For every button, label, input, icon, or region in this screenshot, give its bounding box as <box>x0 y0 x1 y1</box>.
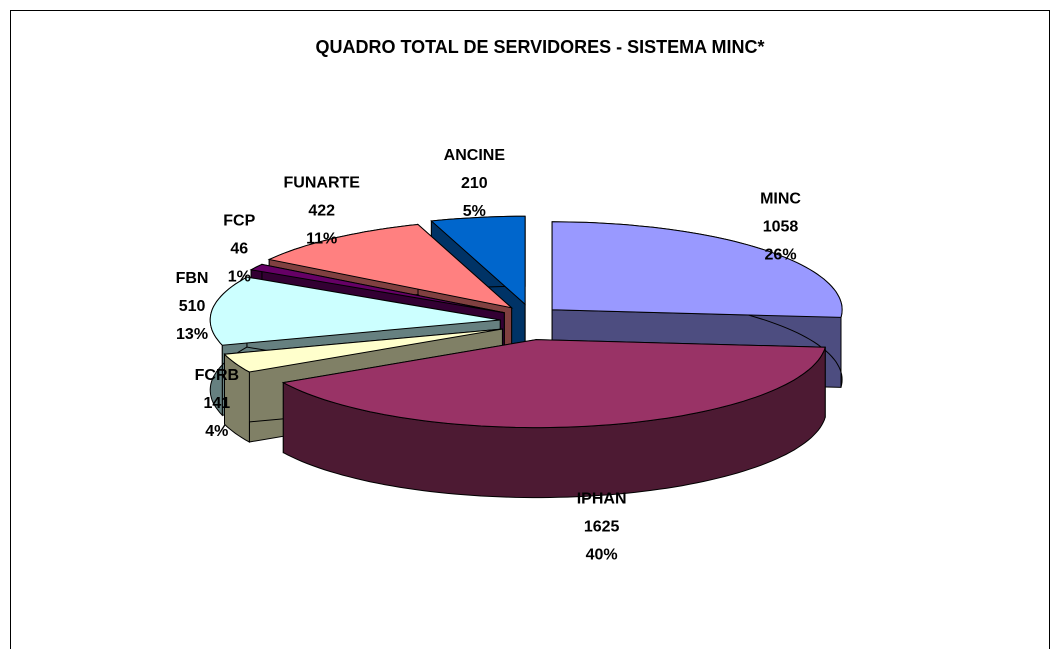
data-label-name: FCRB <box>195 367 239 384</box>
data-label-percent: 4% <box>205 423 228 440</box>
data-label-percent: 40% <box>586 547 618 564</box>
data-label-percent: 26% <box>765 247 797 264</box>
data-label-name: ANCINE <box>444 147 506 164</box>
chart-title: QUADRO TOTAL DE SERVIDORES - SISTEMA MIN… <box>315 37 764 57</box>
data-label-percent: 5% <box>463 203 486 220</box>
data-label-percent: 13% <box>176 326 208 343</box>
data-label-value: 510 <box>179 298 206 315</box>
slice <box>209 276 501 346</box>
slice <box>223 328 503 373</box>
data-label-name: FCP <box>223 213 255 230</box>
data-label-name: MINC <box>760 191 801 208</box>
data-label-name: FBN <box>176 270 209 287</box>
slice <box>249 263 505 314</box>
data-label-value: 422 <box>308 203 335 220</box>
data-label-value: 141 <box>204 395 231 412</box>
slice <box>267 223 514 309</box>
slice <box>430 215 526 306</box>
data-label-value: 46 <box>230 241 248 258</box>
slice <box>281 339 826 429</box>
data-label-percent: 1% <box>228 269 251 286</box>
data-label-name: FUNARTE <box>284 175 361 192</box>
data-label-value: 1058 <box>763 219 799 236</box>
data-label-name: IPHAN <box>577 491 627 508</box>
data-label-value: 1625 <box>584 519 620 536</box>
data-label-percent: 11% <box>306 231 337 248</box>
chart-frame <box>10 10 1050 649</box>
slice <box>551 221 843 318</box>
data-label-value: 210 <box>461 175 488 192</box>
